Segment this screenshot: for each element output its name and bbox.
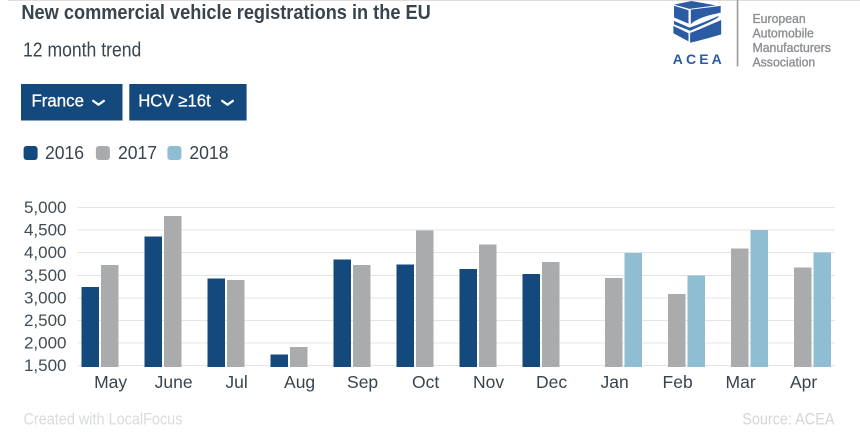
svg-text:1,500: 1,500 [24, 356, 67, 375]
svg-text:June: June [155, 372, 193, 392]
svg-text:Manufacturers: Manufacturers [753, 41, 831, 55]
svg-text:5,000: 5,000 [24, 198, 67, 217]
svg-text:Apr: Apr [790, 372, 817, 392]
svg-text:Aug: Aug [284, 372, 315, 392]
svg-text:ACEA: ACEA [673, 51, 725, 67]
svg-text:New commercial vehicle registr: New commercial vehicle registrations in … [21, 2, 430, 24]
svg-text:Feb: Feb [663, 372, 693, 392]
svg-text:May: May [94, 372, 127, 392]
svg-text:4,000: 4,000 [24, 243, 67, 262]
svg-text:Nov: Nov [473, 372, 504, 392]
svg-text:Mar: Mar [726, 372, 756, 392]
svg-text:2,000: 2,000 [24, 334, 67, 353]
svg-text:2017: 2017 [118, 142, 157, 163]
svg-text:Oct: Oct [412, 372, 439, 392]
svg-text:3,000: 3,000 [24, 288, 67, 307]
svg-text:Sep: Sep [347, 372, 378, 392]
svg-text:Automobile: Automobile [753, 26, 814, 40]
svg-text:Created with LocalFocus: Created with LocalFocus [24, 410, 183, 428]
svg-text:Jan: Jan [600, 372, 628, 392]
svg-text:HCV ≥16t: HCV ≥16t [138, 91, 211, 110]
svg-text:Association: Association [753, 55, 816, 69]
svg-text:3,500: 3,500 [24, 266, 67, 285]
svg-text:Dec: Dec [536, 372, 567, 392]
svg-text:2,500: 2,500 [24, 311, 67, 330]
svg-text:4,500: 4,500 [24, 221, 67, 240]
svg-text:12 month trend: 12 month trend [23, 38, 141, 60]
svg-text:France: France [32, 91, 84, 110]
svg-text:European: European [753, 12, 806, 26]
svg-text:2018: 2018 [189, 142, 228, 163]
svg-text:Source: ACEA: Source: ACEA [742, 410, 835, 428]
svg-text:Jul: Jul [225, 372, 247, 392]
svg-text:2016: 2016 [45, 142, 84, 163]
